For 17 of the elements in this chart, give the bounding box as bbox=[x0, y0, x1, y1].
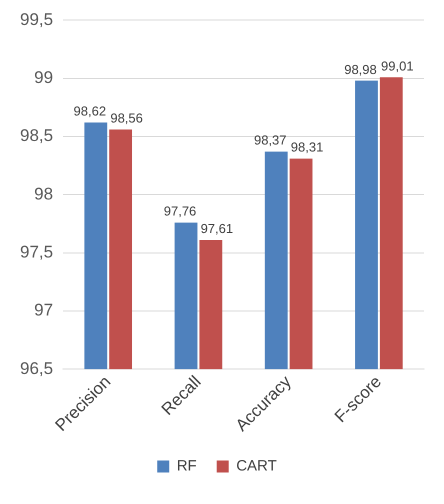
data-label: 97,76 bbox=[164, 204, 196, 219]
data-label: 98,37 bbox=[254, 132, 287, 148]
y-tick-label: 97 bbox=[34, 300, 54, 320]
data-label: 98,98 bbox=[344, 62, 377, 77]
y-tick-label: 98,5 bbox=[20, 126, 54, 146]
legend-label: CART bbox=[236, 458, 277, 475]
y-tick-label: 99 bbox=[34, 68, 54, 88]
data-label: 98,62 bbox=[74, 104, 106, 119]
data-label: 99,01 bbox=[381, 58, 414, 74]
y-tick-label: 99,5 bbox=[20, 10, 54, 29]
y-tick-label: 96,5 bbox=[20, 358, 54, 378]
data-label: 97,61 bbox=[200, 221, 234, 236]
data-label: 98,31 bbox=[290, 140, 324, 155]
y-tick-label: 98 bbox=[34, 184, 54, 204]
data-label: 98,56 bbox=[110, 110, 143, 126]
y-tick-label: 97,5 bbox=[20, 242, 54, 262]
legend-label: RF bbox=[176, 458, 197, 475]
